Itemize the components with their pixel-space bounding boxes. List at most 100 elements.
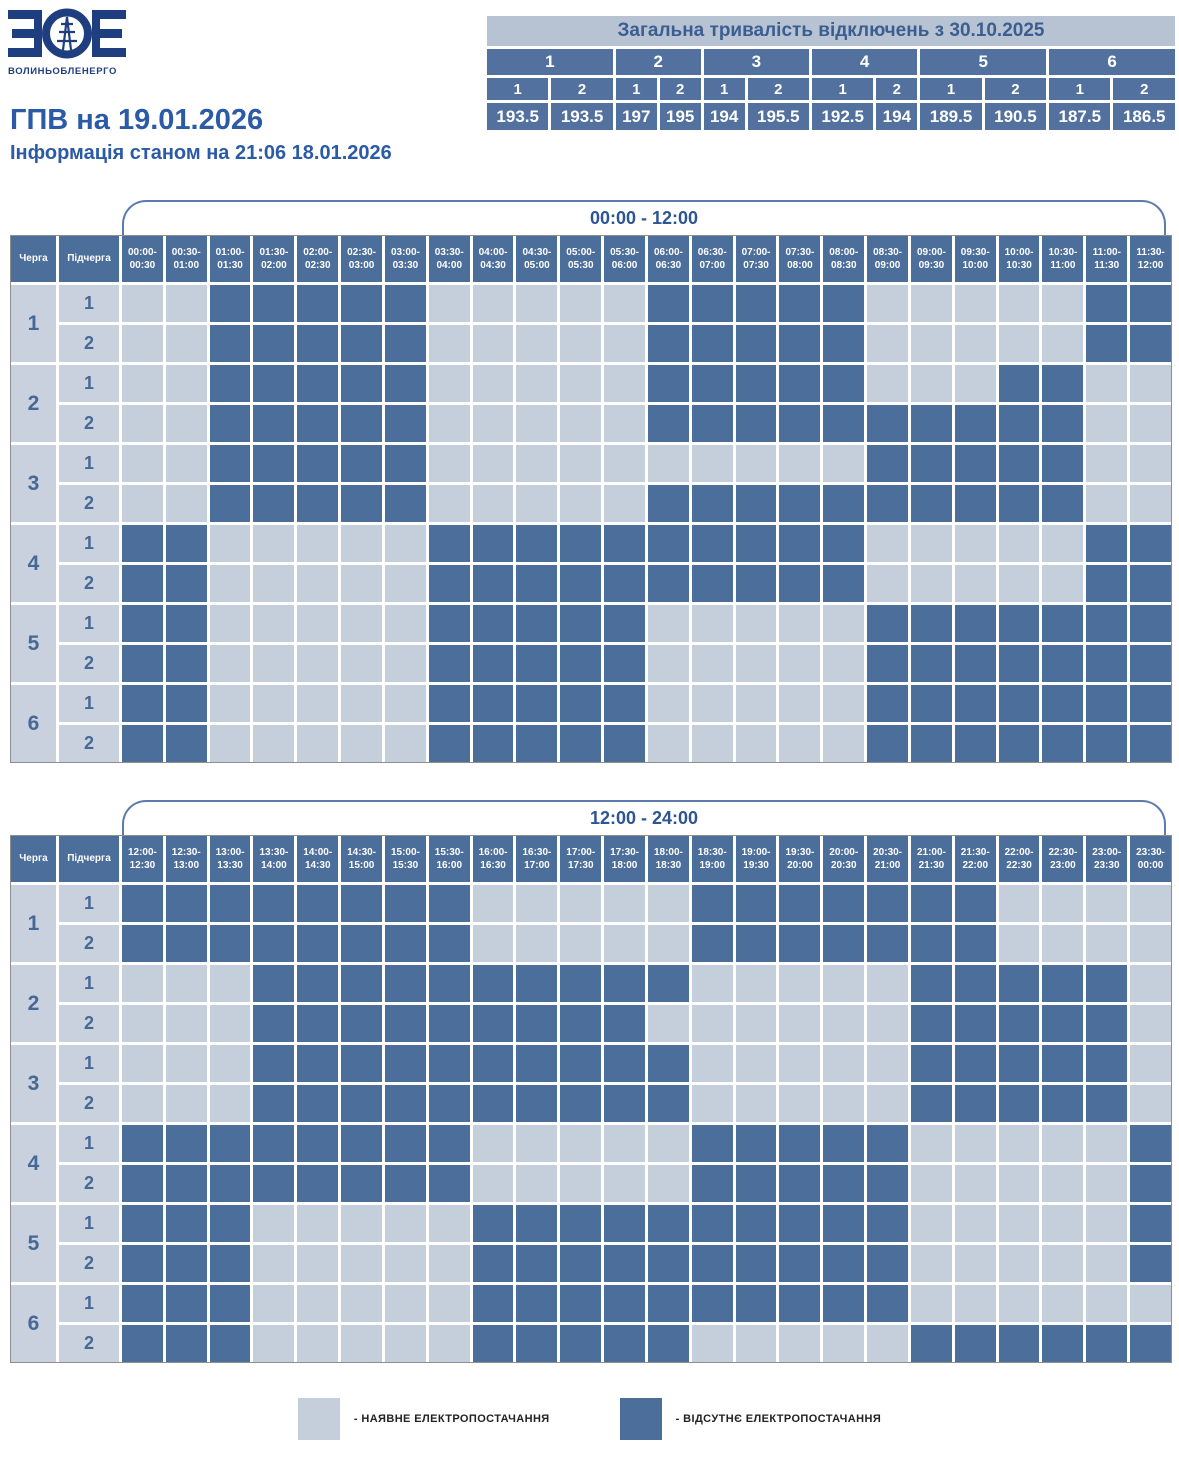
power-cell [910, 525, 952, 562]
subqueue-number: 2 [59, 325, 119, 362]
totals-group-label: 1 [487, 49, 613, 75]
outage-cell [823, 925, 865, 962]
power-cell [341, 1325, 382, 1362]
power-cell [165, 1085, 207, 1122]
outage-cell [1130, 645, 1171, 682]
time-slot-header: 23:30- 00:00 [1130, 836, 1171, 882]
outage-cell [954, 1005, 996, 1042]
outage-cell [691, 1165, 733, 1202]
outage-cell [823, 525, 865, 562]
power-cell [735, 725, 777, 762]
outage-cell [998, 965, 1040, 1002]
outage-cell [384, 925, 426, 962]
time-slot-header: 11:00- 11:30 [1086, 236, 1128, 282]
power-cell [122, 1085, 163, 1122]
outage-cell [560, 685, 602, 722]
power-cell [604, 885, 645, 922]
outage-cell [209, 925, 251, 962]
power-cell [209, 725, 251, 762]
outage-cell [209, 1165, 251, 1202]
outage-cell [954, 645, 996, 682]
outage-cell [1042, 645, 1084, 682]
power-cell [560, 285, 602, 322]
outage-cell [691, 325, 733, 362]
power-cell [867, 365, 908, 402]
time-slot-header: 20:00- 20:30 [823, 836, 865, 882]
outage-cell [867, 405, 908, 442]
outage-cell [779, 325, 821, 362]
outage-cell [253, 965, 295, 1002]
outage-cell [209, 885, 251, 922]
subqueue-number: 2 [59, 725, 119, 762]
outage-cell [691, 925, 733, 962]
power-cell [647, 925, 689, 962]
company-logo: ВОЛИНЬОБЛЕНЕРГО [8, 8, 130, 77]
time-slot-header: 00:30- 01:00 [165, 236, 207, 282]
outage-cell [823, 1205, 865, 1242]
outage-cell [823, 285, 865, 322]
queue-number: 2 [11, 965, 56, 1042]
outage-cell [604, 1285, 645, 1322]
outage-cell [209, 485, 251, 522]
power-cell [516, 1165, 558, 1202]
outage-cell [253, 365, 295, 402]
time-slot-header: 11:30- 12:00 [1130, 236, 1171, 282]
outage-cell [867, 1205, 908, 1242]
power-cell [998, 1245, 1040, 1282]
power-cell [516, 285, 558, 322]
outage-cell [910, 925, 952, 962]
power-cell [297, 1245, 339, 1282]
outage-cell [253, 405, 295, 442]
outage-cell [428, 685, 470, 722]
power-cell [122, 485, 163, 522]
outage-cell [954, 685, 996, 722]
totals-group-label: 4 [811, 49, 918, 75]
power-cell [516, 885, 558, 922]
queue-column-header: Черга [11, 836, 56, 882]
power-cell [735, 605, 777, 642]
outage-cell [691, 1245, 733, 1282]
power-cell [735, 1325, 777, 1362]
power-cell [647, 685, 689, 722]
power-cell [1086, 925, 1128, 962]
time-slot-header: 16:00- 16:30 [472, 836, 514, 882]
outage-cell [779, 405, 821, 442]
power-cell [604, 405, 645, 442]
power-cell [604, 925, 645, 962]
power-cell [341, 1205, 382, 1242]
totals-value: 195 [659, 103, 701, 130]
outage-cell [691, 565, 733, 602]
outage-cell [604, 645, 645, 682]
power-cell [910, 1165, 952, 1202]
time-slot-header: 18:00- 18:30 [647, 836, 689, 882]
power-cell [1130, 485, 1171, 522]
outage-cell [122, 565, 163, 602]
power-cell [122, 365, 163, 402]
outage-cell [998, 1085, 1040, 1122]
subqueue-number: 2 [59, 565, 119, 602]
outage-cell [297, 445, 339, 482]
outage-cell [253, 445, 295, 482]
page-title: ГПВ на 19.01.2026 [10, 104, 264, 136]
outage-cell [341, 405, 382, 442]
power-cell [604, 325, 645, 362]
time-slot-header: 04:30- 05:00 [516, 236, 558, 282]
power-cell [691, 725, 733, 762]
power-cell [1086, 1125, 1128, 1162]
power-cell [998, 925, 1040, 962]
outage-cell [823, 1285, 865, 1322]
queue-number: 4 [11, 1125, 56, 1202]
outage-cell [560, 1085, 602, 1122]
queue-number: 4 [11, 525, 56, 602]
outage-cell [998, 405, 1040, 442]
power-cell [823, 1325, 865, 1362]
outage-cell [122, 1165, 163, 1202]
outage-cell [516, 1245, 558, 1282]
outage-cell [209, 445, 251, 482]
outage-cell [341, 1045, 382, 1082]
power-cell [735, 965, 777, 1002]
outage-cell [604, 1245, 645, 1282]
outage-cell [209, 405, 251, 442]
power-cell [384, 605, 426, 642]
power-cell [472, 1125, 514, 1162]
